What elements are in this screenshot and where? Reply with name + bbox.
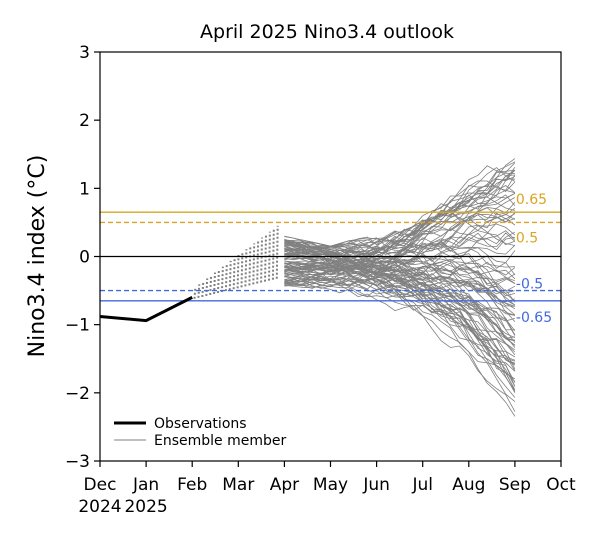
ensemble-member-line [284,232,516,281]
reference-line-label: -0.65 [516,310,552,326]
legend-label: Ensemble member [154,433,286,449]
x-tick-label: Aug [452,475,485,495]
ensemble-lagged-start [205,278,209,296]
ensemble-lagged-start [228,260,232,291]
ensemble-member-line [284,250,516,285]
ensemble-lagged-start [232,257,236,290]
ensemble-lagged-start [217,269,220,294]
ensemble-member-line [284,169,515,282]
ensemble-lagged-start [209,275,213,295]
ensemble-lagged-start [240,252,244,288]
observations-line [99,296,193,323]
ensemble-lagged-start [271,228,275,280]
ensemble-lagged-start [264,234,267,282]
ensemble-lagged-start [236,254,240,289]
ensemble-member-line [284,162,516,265]
ensemble-member-line [284,274,516,322]
ensemble-lagged-start [244,249,248,287]
ensemble-member-line [284,272,516,372]
x-tick-label: Sep [499,475,531,495]
x-year-label: 2025 [124,497,167,517]
x-tick-label: Jul [411,475,433,495]
ensemble-member-line [284,167,515,272]
ensemble-member-line [284,262,516,346]
reference-line-label: 0.65 [516,192,547,208]
ensemble-lagged-start [220,266,224,293]
chart-title: April 2025 Nino3.4 outlook [200,21,454,43]
ensemble-lagged-start [248,246,252,286]
x-tick-label: Jun [362,475,390,495]
ensemble-member-line [284,257,516,393]
ensemble-member-line [284,158,516,284]
ensemble-member-line [284,239,516,338]
x-tick-label: Feb [177,475,207,495]
ensemble-members [193,158,516,417]
y-tick-label: 2 [79,111,90,131]
ensemble-member-line [284,270,516,316]
ensemble-member-line [284,250,516,382]
ensemble-member-line [284,247,516,398]
ensemble-member-line [284,276,516,402]
y-tick-label: 0 [79,248,90,268]
ensemble-member-line [284,281,516,387]
ensemble-member-line [284,281,516,412]
axes: −3 −2 −1 0 1 2 3 Dec Jan Feb Mar Apr May Jun Jul Aug Sep… [65,43,576,517]
ensemble-member-line [284,236,516,286]
y-tick-label: 1 [79,179,90,199]
ensemble-member-line [284,280,516,361]
ensemble-member-line [284,255,516,282]
x-tick-label: Jan [132,475,159,495]
observations-series [99,296,193,323]
ensemble-member-line [284,239,516,297]
ensemble-lagged-start [252,243,256,285]
y-tick-label: 3 [79,43,90,63]
reference-line-label: -0.5 [516,277,543,293]
reference-lines: 0.65 0.5 -0.5 -0.65 [100,192,561,326]
x-tick-label: Oct [546,475,576,495]
x-tick-label: Dec [84,475,117,495]
ensemble-member-line [284,241,515,268]
ensemble-lagged-start [224,263,228,292]
ensemble-lagged-start [275,225,279,279]
ensemble-member-line [284,178,515,258]
ensemble-member-line [284,185,516,260]
ensemble-lagged-start [260,237,263,283]
ensemble-lagged-start [213,272,216,295]
y-tick-label: −1 [65,316,90,336]
x-tick-label: Apr [270,475,299,495]
x-year-label: 2024 [78,497,121,517]
x-tick-label: May [313,475,348,495]
x-tick-label: Mar [222,475,254,495]
ensemble-lagged-start [201,281,205,297]
ensemble-member-line [284,175,516,252]
y-tick-label: −2 [65,384,90,404]
legend-label: Observations [154,416,247,432]
ensemble-member-line [284,261,516,346]
y-tick-label: −3 [65,452,90,472]
ensemble-lagged-start [256,240,260,284]
reference-line-label: 0.5 [516,230,538,246]
y-axis-label: Nino3.4 index (°C) [25,155,50,358]
ensemble-lagged-start [193,287,197,299]
ensemble-member-line [284,174,516,251]
